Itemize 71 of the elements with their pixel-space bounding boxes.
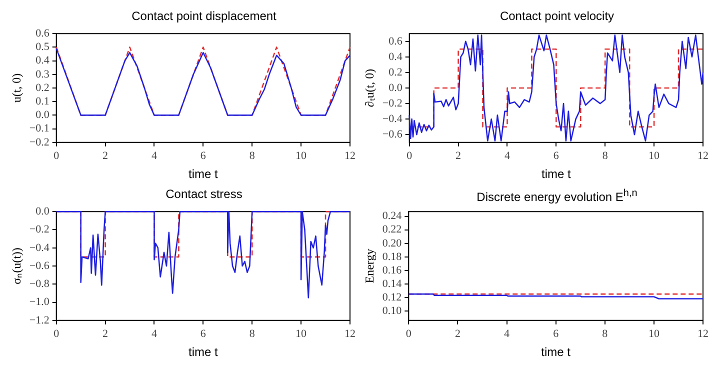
y-tick-label: 0.3 [36,68,50,80]
y-tick-label: 0.6 [36,27,50,40]
x-tick-label: 2 [102,328,108,340]
x-axis-title: time t [188,345,219,360]
y-tick-label: 0.0 [36,205,50,218]
x-tick-label: 10 [296,150,308,162]
y-tick-label: −0.2 [29,224,50,236]
y-axis-title: ∂ₜu(t, 0) [362,68,376,108]
x-tick-label: 8 [602,328,608,340]
y-tick-label: 0.2 [388,66,402,78]
y-tick-label: −1.0 [29,296,50,308]
x-tick-label: 6 [200,150,206,162]
x-tick-label: 2 [454,328,460,340]
x-axis-title: time t [542,167,572,182]
y-tick-label: −0.8 [29,278,50,290]
y-tick-label: 0.4 [388,50,403,63]
y-tick-label: −0.2 [382,97,402,110]
x-tick-label: 8 [249,328,256,340]
y-tick-label: 0.4 [36,54,50,67]
y-tick-label: −0.1 [29,122,50,135]
x-tick-label: 6 [200,328,206,340]
x-tick-label: 4 [151,150,158,162]
chart-title: Discrete energy evolution E$^{h,n}$ [476,187,638,204]
x-tick-label: 8 [249,150,256,162]
y-tick-label: −0.6 [29,260,50,272]
chart-title: Contact point displacement [130,8,276,24]
x-tick-label: 6 [553,150,560,162]
x-tick-label: 8 [602,150,608,162]
x-tick-label: 10 [296,328,308,340]
chart-title: Contact point velocity [498,8,614,24]
chart-title: Contact stress [164,186,242,202]
y-tick-label: 0.6 [388,35,403,48]
y-tick-label: 0.1 [36,95,50,108]
y-tick-label: −0.6 [382,128,403,141]
x-tick-label: 6 [553,328,560,340]
x-tick-label: 4 [151,328,158,340]
x-tick-label: 10 [648,150,660,162]
x-tick-label: 12 [698,150,708,162]
y-tick-label: 0.18 [382,250,402,263]
y-tick-label: 0.12 [382,291,402,304]
x-tick-label: 12 [344,150,356,162]
y-tick-label: 0.22 [382,224,402,236]
y-tick-label: 0.0 [36,109,50,122]
y-tick-label: −1.2 [29,314,50,326]
x-tick-label: 0 [406,150,413,162]
y-axis-title: u(t, 0) [9,73,24,103]
y-axis-title: σₙ(u(t)) [9,248,24,284]
x-tick-label: 12 [344,328,356,340]
y-tick-label: 0.20 [382,237,402,250]
y-tick-label: 0.5 [36,41,50,54]
y-tick-label: 0.16 [382,264,402,276]
x-tick-label: 4 [504,328,510,340]
y-axis-title: Energy [362,248,376,284]
y-tick-label: 0.0 [388,82,403,94]
y-tick-label: −0.4 [382,112,403,125]
x-tick-label: 4 [504,150,510,162]
x-tick-label: 2 [102,150,108,162]
x-tick-label: 12 [698,328,708,340]
y-tick-label: 0.14 [382,278,402,290]
x-tick-label: 0 [406,328,412,340]
x-tick-label: 0 [54,150,60,162]
x-axis-title: time t [188,167,219,182]
x-tick-label: 10 [648,328,660,340]
y-tick-label: 0.24 [382,210,402,222]
y-tick-label: −0.4 [29,242,50,254]
x-axis-title: time t [541,345,572,360]
y-tick-label: −0.2 [29,136,50,148]
y-tick-label: 0.10 [382,304,402,317]
y-tick-label: 0.2 [36,82,50,94]
x-tick-label: 2 [456,150,462,162]
x-tick-label: 0 [54,328,60,340]
